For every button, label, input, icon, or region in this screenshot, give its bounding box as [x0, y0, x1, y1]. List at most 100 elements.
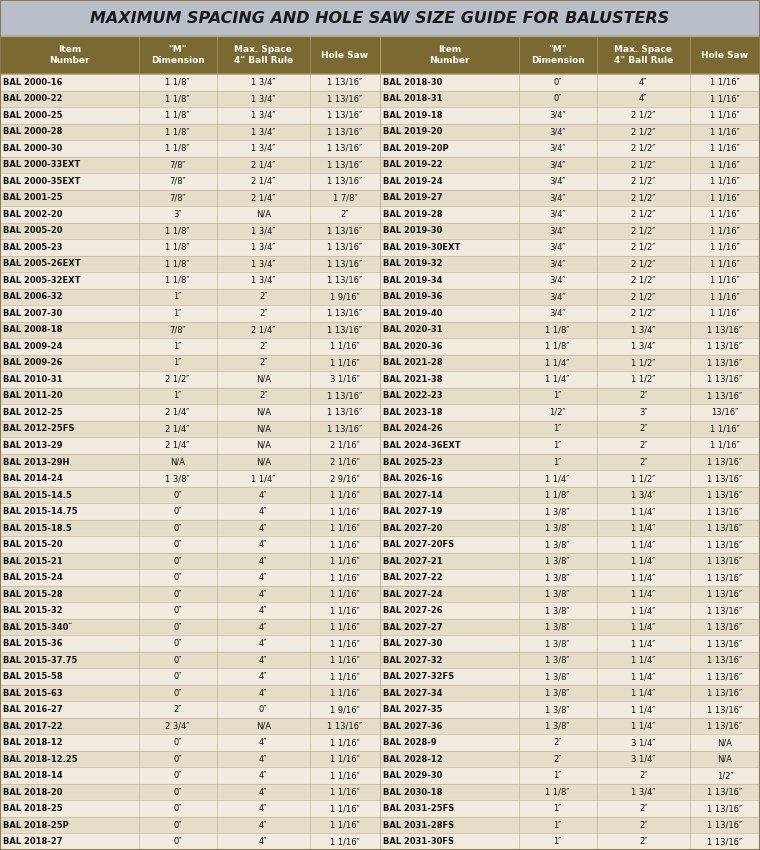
Text: 4″: 4″	[259, 688, 268, 698]
Bar	[380, 371, 760, 388]
Text: N/A: N/A	[255, 424, 271, 434]
Text: 1 1/4″: 1 1/4″	[631, 672, 655, 681]
Text: 1 1/4″: 1 1/4″	[631, 590, 655, 598]
Bar	[380, 834, 760, 850]
Text: 1 1/16″: 1 1/16″	[710, 276, 739, 285]
Text: 2 1/4″: 2 1/4″	[166, 424, 190, 434]
Bar	[0, 586, 380, 603]
Text: 2 1/2″: 2 1/2″	[631, 144, 655, 153]
Bar	[380, 619, 760, 635]
Text: 7/8″: 7/8″	[169, 326, 186, 334]
Text: 1 1/4″: 1 1/4″	[631, 655, 655, 665]
Bar	[0, 354, 380, 371]
Text: 1 13/16″: 1 13/16″	[708, 359, 743, 367]
Text: 1 1/4″: 1 1/4″	[631, 722, 655, 731]
Text: 0″: 0″	[173, 837, 182, 847]
Text: BAL 2018-14: BAL 2018-14	[3, 771, 62, 780]
Text: 1 1/4″: 1 1/4″	[631, 557, 655, 565]
Text: BAL 2008-18: BAL 2008-18	[3, 326, 62, 334]
Text: BAL 2030-18: BAL 2030-18	[383, 788, 442, 796]
Text: 1 1/4″: 1 1/4″	[251, 474, 275, 483]
Bar	[380, 801, 760, 817]
Bar	[380, 123, 760, 140]
Text: 2 1/4″: 2 1/4″	[166, 441, 190, 450]
Text: 2 1/16″: 2 1/16″	[330, 457, 359, 467]
Text: BAL 2005-26EXT: BAL 2005-26EXT	[3, 259, 81, 269]
Bar	[0, 74, 380, 90]
Bar	[0, 256, 380, 272]
Bar	[0, 107, 380, 123]
Text: 1 1/16″: 1 1/16″	[710, 210, 739, 218]
Bar	[0, 487, 380, 503]
Text: "M"
Dimension: "M" Dimension	[530, 45, 584, 65]
Text: 4″: 4″	[259, 672, 268, 681]
Text: 1″: 1″	[553, 804, 562, 813]
Text: 1 1/2″: 1 1/2″	[631, 359, 655, 367]
Bar	[0, 321, 380, 338]
Text: 2 1/16″: 2 1/16″	[330, 441, 359, 450]
Text: 2 1/2″: 2 1/2″	[631, 259, 655, 269]
Text: 0″: 0″	[173, 507, 182, 516]
Text: 1″: 1″	[553, 821, 562, 830]
Text: BAL 2018-27: BAL 2018-27	[3, 837, 62, 847]
Text: BAL 2029-30: BAL 2029-30	[383, 771, 442, 780]
Text: 0″: 0″	[173, 688, 182, 698]
Text: 1 13/16″: 1 13/16″	[708, 474, 743, 483]
Text: 3/4″: 3/4″	[549, 276, 566, 285]
Text: 1 1/16″: 1 1/16″	[330, 755, 359, 763]
Text: 1 13/16″: 1 13/16″	[708, 722, 743, 731]
Bar	[0, 421, 380, 437]
Text: 1 1/8″: 1 1/8″	[546, 788, 570, 796]
Text: Max. Space
4" Ball Rule: Max. Space 4" Ball Rule	[613, 45, 673, 65]
Bar	[0, 570, 380, 586]
Bar	[0, 289, 380, 305]
Bar	[0, 635, 380, 652]
Text: 1 13/16″: 1 13/16″	[328, 259, 363, 269]
Text: 1″: 1″	[173, 309, 182, 318]
Text: Max. Space
4" Ball Rule: Max. Space 4" Ball Rule	[233, 45, 293, 65]
Text: 3/4″: 3/4″	[549, 292, 566, 302]
Text: BAL 2031-25FS: BAL 2031-25FS	[383, 804, 454, 813]
Text: 1 13/16″: 1 13/16″	[708, 655, 743, 665]
Text: 2″: 2″	[639, 771, 648, 780]
Text: 4″: 4″	[639, 94, 648, 103]
Bar	[0, 685, 380, 701]
Text: 1 3/4″: 1 3/4″	[251, 259, 275, 269]
Text: 1 13/16″: 1 13/16″	[328, 144, 363, 153]
Text: 3″: 3″	[639, 408, 648, 417]
Text: 1 13/16″: 1 13/16″	[708, 392, 743, 400]
Text: BAL 2019-30: BAL 2019-30	[383, 226, 442, 235]
Bar	[380, 405, 760, 421]
Text: 2″: 2″	[639, 837, 648, 847]
Text: BAL 2015-340″: BAL 2015-340″	[3, 622, 72, 632]
Text: 1 1/8″: 1 1/8″	[166, 128, 190, 136]
Text: BAL 2019-22: BAL 2019-22	[383, 161, 442, 169]
Text: BAL 2014-24: BAL 2014-24	[3, 474, 63, 483]
Text: 1 1/16″: 1 1/16″	[710, 259, 739, 269]
Text: 1 3/4″: 1 3/4″	[251, 77, 275, 87]
Text: BAL 2018-31: BAL 2018-31	[383, 94, 442, 103]
Text: 1 1/16″: 1 1/16″	[330, 688, 359, 698]
Text: 1 1/16″: 1 1/16″	[330, 540, 359, 549]
Text: BAL 2027-34: BAL 2027-34	[383, 688, 442, 698]
Text: 1″: 1″	[173, 292, 182, 302]
Text: BAL 2018-25P: BAL 2018-25P	[3, 821, 68, 830]
Text: BAL 2000-28: BAL 2000-28	[3, 128, 62, 136]
Text: BAL 2000-35EXT: BAL 2000-35EXT	[3, 177, 81, 186]
Text: 4″: 4″	[259, 771, 268, 780]
Text: 0″: 0″	[173, 804, 182, 813]
Text: 4″: 4″	[639, 77, 648, 87]
Text: 1 13/16″: 1 13/16″	[328, 94, 363, 103]
Text: 1 1/16″: 1 1/16″	[710, 177, 739, 186]
Text: 1 1/2″: 1 1/2″	[631, 375, 655, 384]
Text: BAL 2015-36: BAL 2015-36	[3, 639, 62, 648]
Text: BAL 2000-22: BAL 2000-22	[3, 94, 62, 103]
Text: BAL 2021-38: BAL 2021-38	[383, 375, 442, 384]
Text: 2 1/2″: 2 1/2″	[631, 276, 655, 285]
Text: 1 7/8″: 1 7/8″	[333, 193, 357, 202]
Text: 1/2″: 1/2″	[549, 408, 566, 417]
Bar	[0, 140, 380, 156]
Text: 1 3/4″: 1 3/4″	[631, 490, 655, 500]
Text: BAL 2027-32FS: BAL 2027-32FS	[383, 672, 454, 681]
Text: N/A: N/A	[255, 441, 271, 450]
